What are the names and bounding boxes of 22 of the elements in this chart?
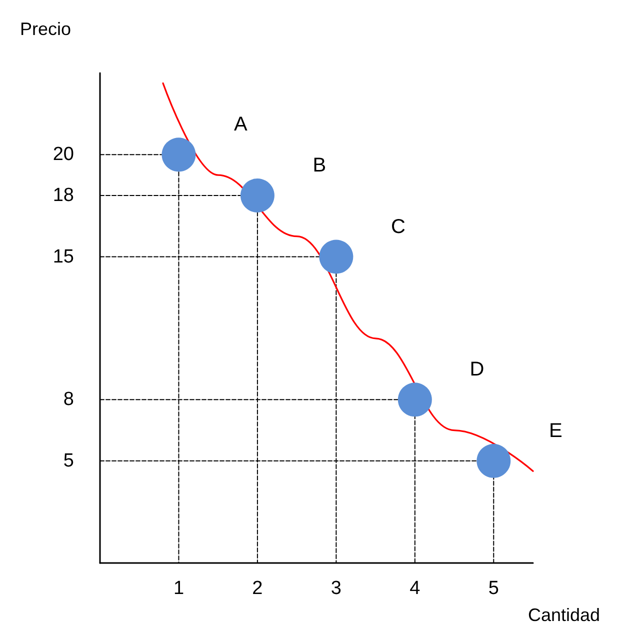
- y-tick-label: 20: [52, 144, 74, 166]
- point: [476, 444, 511, 478]
- x-tick-label: 2: [252, 578, 263, 599]
- x-tick-label: 4: [410, 578, 421, 599]
- y-tick-label: 15: [52, 246, 74, 268]
- annotation: C: [390, 216, 406, 238]
- y-tick-label: 18: [52, 185, 74, 206]
- annotation: A: [234, 114, 248, 136]
- point: [162, 138, 196, 172]
- y-tick-label: 8: [63, 389, 74, 410]
- y-tick-label: 5: [63, 450, 74, 472]
- annotation: B: [312, 154, 326, 176]
- text: E: [548, 420, 562, 442]
- x-tick-label: 3: [330, 578, 342, 599]
- x-tick-label: 5: [488, 578, 499, 599]
- x-tick-label: 1: [173, 578, 184, 599]
- point: [398, 382, 432, 417]
- y-axis-title: Precio: [20, 19, 72, 39]
- x-axis-title: Cantidad: [528, 605, 600, 625]
- point: [319, 240, 354, 274]
- annotation: D: [470, 358, 484, 381]
- point: [240, 178, 274, 212]
